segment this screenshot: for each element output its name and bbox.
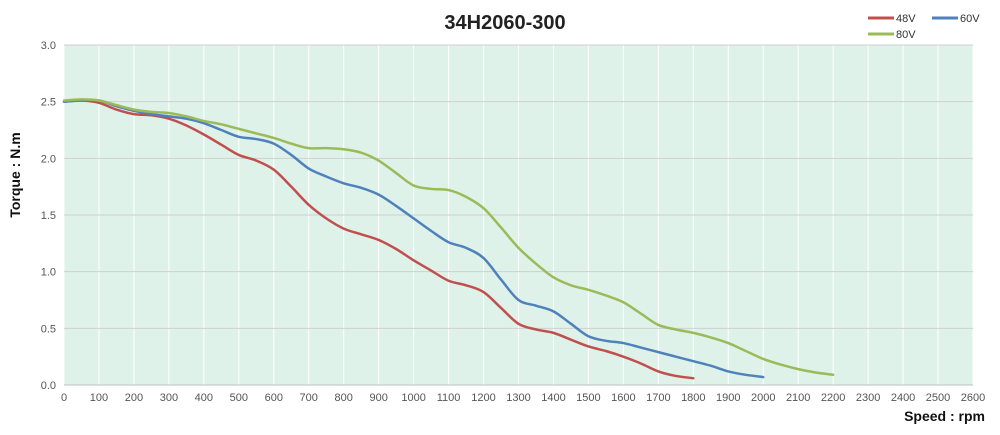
- x-tick-label: 2000: [751, 392, 775, 404]
- x-tick-label: 700: [300, 392, 318, 404]
- x-tick-label: 2100: [786, 392, 810, 404]
- x-tick-label: 900: [369, 392, 387, 404]
- x-tick-label: 600: [265, 392, 283, 404]
- x-tick-label: 1700: [646, 392, 670, 404]
- x-tick-label: 1100: [437, 392, 461, 404]
- series-line-60v: [62, 98, 765, 379]
- x-tick-label: 400: [195, 392, 213, 404]
- x-tick-label: 2500: [926, 392, 950, 404]
- legend: 48V 60V 80V: [868, 13, 980, 41]
- legend-label-80v: 80V: [896, 29, 916, 41]
- series-line-48v: [62, 99, 695, 380]
- chart-title: 34H2060-300: [444, 12, 565, 34]
- x-tick-label: 1600: [611, 392, 635, 404]
- x-tick-label: 500: [230, 392, 248, 404]
- y-tick-label: 1.5: [41, 210, 56, 222]
- series-lines: [62, 98, 835, 380]
- axes: 0 100 200 300 400 500 600 700 800 900 1000 1100 1200…: [41, 40, 986, 404]
- y-axis-label: Torque : N.m: [7, 132, 23, 217]
- x-tick-label: 200: [125, 392, 143, 404]
- y-tick-label: 2.0: [41, 153, 56, 165]
- x-tick-label: 0: [61, 392, 67, 404]
- y-tick-label: 2.5: [41, 97, 56, 109]
- x-tick-label: 2200: [821, 392, 845, 404]
- x-tick-label: 800: [335, 392, 353, 404]
- x-tick-label: 1400: [541, 392, 565, 404]
- x-tick-label: 100: [90, 392, 108, 404]
- x-tick-label: 300: [160, 392, 178, 404]
- x-tick-label: 1900: [716, 392, 740, 404]
- series-line-80v: [62, 98, 835, 377]
- x-tick-label: 2400: [891, 392, 915, 404]
- x-tick-label: 1500: [576, 392, 600, 404]
- legend-label-48v: 48V: [896, 13, 916, 25]
- y-tick-label: 3.0: [41, 40, 56, 52]
- x-tick-label: 2300: [856, 392, 880, 404]
- legend-label-60v: 60V: [960, 13, 980, 25]
- y-tick-label: 0.0: [41, 380, 56, 392]
- x-tick-label: 1000: [401, 392, 425, 404]
- x-tick-label: 1300: [506, 392, 530, 404]
- y-tick-label: 0.5: [41, 323, 56, 335]
- y-tick-label: 1.0: [41, 267, 56, 279]
- x-tick-label: 2600: [961, 392, 985, 404]
- x-tick-label: 1200: [471, 392, 495, 404]
- x-tick-label: 1800: [681, 392, 705, 404]
- x-axis-label: Speed : rpm: [904, 408, 985, 424]
